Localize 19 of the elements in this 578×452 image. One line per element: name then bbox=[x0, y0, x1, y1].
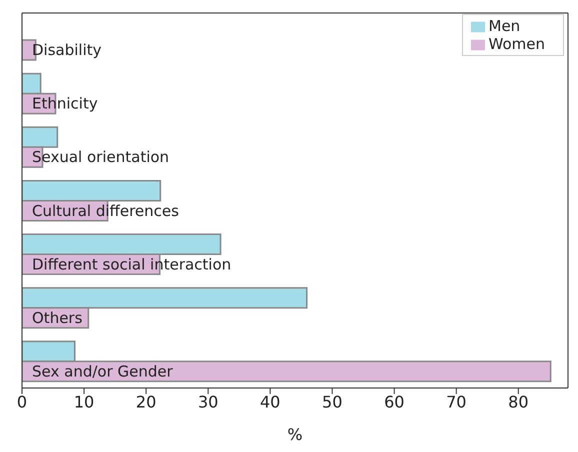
x-axis-title: % bbox=[287, 425, 303, 444]
x-tick-label: 50 bbox=[322, 392, 342, 412]
y-tick-label: Cultural differences bbox=[32, 202, 180, 220]
x-tick-label: 40 bbox=[260, 392, 280, 412]
y-tick-label: Sex and/or Gender bbox=[32, 362, 174, 380]
x-tick-label: 60 bbox=[384, 392, 404, 412]
legend-label: Men bbox=[488, 17, 520, 35]
legend-label: Women bbox=[488, 35, 545, 53]
x-tick-label: 20 bbox=[136, 392, 156, 412]
x-tick-label: 10 bbox=[74, 392, 94, 412]
x-tick-label: 0 bbox=[16, 392, 28, 412]
x-tick-label: 30 bbox=[198, 392, 218, 412]
x-tick-label: 80 bbox=[508, 392, 529, 412]
y-tick-label: Different social interaction bbox=[32, 255, 232, 274]
y-tick-label: Disability bbox=[32, 41, 102, 60]
y-tick-label: Sexual orientation bbox=[32, 148, 170, 166]
x-tick-label: 70 bbox=[446, 392, 466, 412]
y-tick-label: Others bbox=[32, 308, 83, 327]
y-tick-label: Ethnicity bbox=[32, 94, 98, 113]
